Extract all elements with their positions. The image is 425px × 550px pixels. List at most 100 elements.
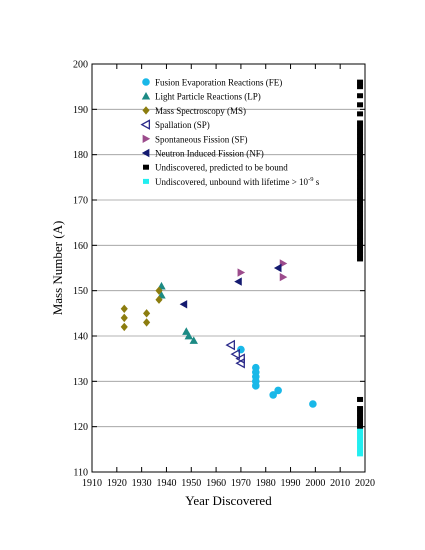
- y-axis-label: Mass Number (A): [50, 221, 65, 316]
- data-point: [357, 406, 364, 412]
- data-point: [357, 197, 364, 203]
- data-point: [279, 259, 288, 268]
- y-tick-label: 170: [73, 196, 88, 207]
- data-point: [237, 345, 245, 354]
- x-tick-label: 2000: [305, 478, 325, 489]
- x-tick-label: 1960: [206, 478, 226, 489]
- y-tick-label: 140: [73, 332, 88, 343]
- legend-entry: Spallation (SP): [155, 120, 210, 130]
- data-point: [357, 93, 364, 99]
- data-point: [357, 233, 364, 239]
- data-point: [357, 138, 364, 144]
- data-markers: [120, 79, 364, 457]
- data-point: [357, 424, 364, 430]
- data-point: [234, 277, 242, 286]
- legend-entry: Undiscovered, unbound with lifetime > 10…: [155, 176, 320, 187]
- data-point: [357, 170, 364, 176]
- x-tick-label: 1930: [132, 478, 152, 489]
- legend-marker: [140, 119, 151, 130]
- data-point: [357, 134, 364, 140]
- x-tick-label: 1990: [281, 478, 301, 489]
- y-tick-label: 160: [73, 241, 88, 252]
- y-tick-label: 180: [73, 150, 88, 161]
- y-tick-label: 200: [73, 60, 88, 71]
- plot-frame: [91, 63, 366, 473]
- data-point: [357, 251, 364, 257]
- y-tick-label: 190: [73, 105, 88, 116]
- data-point: [357, 242, 364, 248]
- data-point: [357, 256, 364, 262]
- data-point: [120, 322, 128, 332]
- data-point: [357, 143, 364, 149]
- data-point: [143, 318, 151, 327]
- data-point: [189, 336, 198, 344]
- data-point: [357, 165, 364, 171]
- data-point: [155, 286, 163, 295]
- data-point: [235, 357, 245, 369]
- data-point: [120, 304, 128, 313]
- data-point: [357, 174, 364, 180]
- legend-entry: Fusion Evaporation Reactions (FE): [155, 78, 282, 88]
- data-point: [357, 183, 364, 189]
- legend-marker: [143, 178, 149, 184]
- data-point: [237, 268, 246, 277]
- data-point: [357, 451, 364, 457]
- data-point: [269, 391, 277, 399]
- grid-lines: [92, 108, 365, 428]
- legend-marker: [142, 78, 150, 86]
- y-tick-label: 110: [73, 468, 88, 479]
- data-point: [357, 111, 364, 117]
- data-point: [357, 84, 364, 90]
- data-point: [120, 313, 128, 323]
- legend-entry: Spontaneous Fission (SF): [155, 134, 248, 144]
- data-point: [357, 152, 364, 158]
- data-point: [225, 339, 235, 351]
- legend-marker: [142, 134, 151, 143]
- data-point: [179, 300, 188, 309]
- y-tick-label: 130: [73, 377, 88, 388]
- y-tick-label: 120: [73, 422, 88, 433]
- data-point: [357, 188, 364, 194]
- data-point: [230, 348, 240, 360]
- data-point: [357, 161, 364, 167]
- axis-ticks: [91, 63, 366, 473]
- legend-entry: Light Particle Reactions (LP): [155, 92, 261, 102]
- y-tick-label: 150: [73, 286, 88, 297]
- data-point: [357, 428, 364, 434]
- tick-labels: 110 120 130 140 150 160 170 180 190 200 1910 1920 19…: [73, 60, 375, 490]
- data-point: [357, 247, 364, 253]
- x-tick-label: 1970: [231, 478, 251, 489]
- data-point: [357, 410, 364, 416]
- data-point: [357, 202, 364, 208]
- legend-entry: Mass Spectroscopy (MS): [155, 106, 246, 116]
- data-point: [357, 192, 364, 198]
- data-point: [143, 309, 151, 318]
- x-tick-label: 2020: [355, 478, 375, 489]
- legend-marker: [141, 92, 151, 100]
- x-tick-label: 1940: [156, 478, 176, 489]
- x-tick-label: 1910: [82, 478, 102, 489]
- data-point: [357, 224, 364, 230]
- data-point: [357, 211, 364, 217]
- data-point: [357, 79, 364, 85]
- data-point: [357, 215, 364, 221]
- data-point: [357, 433, 364, 439]
- data-point: [357, 120, 364, 126]
- data-point: [357, 179, 364, 185]
- x-tick-label: 1920: [107, 478, 127, 489]
- data-point: [357, 415, 364, 421]
- data-point: [357, 206, 364, 212]
- legend-entry: Neutron Induced Fission (NF): [155, 149, 264, 159]
- data-point: [357, 442, 364, 448]
- data-point: [357, 147, 364, 153]
- data-point: [357, 156, 364, 162]
- data-point: [357, 129, 364, 135]
- data-point: [357, 238, 364, 244]
- data-point: [357, 229, 364, 235]
- x-tick-label: 1980: [256, 478, 276, 489]
- data-point: [357, 396, 364, 402]
- data-point: [252, 382, 260, 390]
- data-point: [357, 220, 364, 226]
- data-point: [357, 446, 364, 452]
